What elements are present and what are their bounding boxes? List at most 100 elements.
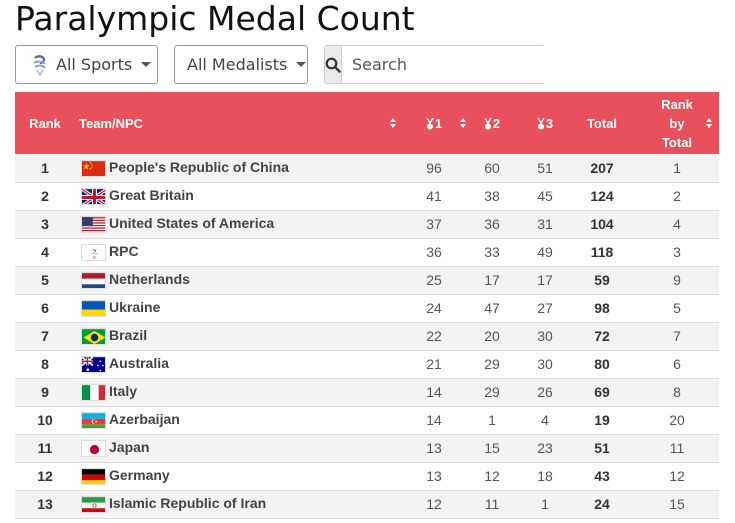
bronze-count-cell: 1 [541,496,549,512]
silver-count-cell: 29 [484,384,500,400]
table-row[interactable]: 9 Italy 14 29 26 69 8 [15,378,719,406]
rank-cell: 1 [41,159,49,176]
rank-by-total-cell: 20 [669,412,685,428]
silver-count-cell: 60 [484,159,500,176]
search-button[interactable] [325,46,342,83]
gold-count-cell: 36 [426,244,442,260]
team-cell[interactable]: Azerbaijan [75,406,405,434]
team-cell[interactable]: Australia [75,350,405,378]
flag-uk-icon [81,187,106,205]
team-cell[interactable]: People's Republic of China [75,154,405,182]
bronze-header-label: 3 [545,115,554,131]
chevron-down-icon [296,62,307,67]
column-header-bronze[interactable]: 3 [521,92,569,154]
rank-by-total-cell: 3 [673,244,681,260]
team-name[interactable]: Islamic Republic of Iran [109,495,267,512]
team-cell[interactable]: Japan [75,434,405,462]
column-header-team[interactable]: Team/NPC [75,92,405,154]
rank-cell: 13 [37,496,53,512]
rank-by-total-header-line3: Total [661,134,693,150]
total-count-cell: 43 [594,468,610,484]
search-box [324,45,552,84]
team-name[interactable]: Ukraine [109,299,161,316]
team-cell[interactable]: Ukraine [75,294,405,322]
gold-count-cell: 14 [426,412,442,428]
sort-icon[interactable] [390,118,397,128]
total-header-label: Total [586,115,618,131]
sort-icon[interactable] [706,118,713,128]
team-name[interactable]: People's Republic of China [109,158,289,175]
total-count-cell: 98 [594,300,610,316]
team-name[interactable]: Japan [109,439,150,456]
medal-icon [537,118,545,130]
team-name[interactable]: Australia [109,355,169,372]
flag-azerbaijan-icon [81,411,106,429]
flag-china-icon [81,159,106,177]
team-cell[interactable]: Italy [75,378,405,406]
team-cell[interactable]: Great Britain [75,182,405,210]
team-name[interactable]: RPC [109,243,139,260]
team-name[interactable]: Italy [109,383,138,400]
gold-count-cell: 13 [426,468,442,484]
sort-icon[interactable] [460,118,467,128]
team-name[interactable]: Germany [109,467,170,484]
team-cell[interactable]: Germany [75,462,405,490]
team-name[interactable]: United States of America [109,215,275,232]
team-cell[interactable]: Netherlands [75,266,405,294]
gold-count-cell: 24 [426,300,442,316]
rank-by-total-cell: 8 [673,384,681,400]
table-row[interactable]: 2 Great Britain 41 38 45 124 2 [15,182,719,210]
bronze-count-cell: 17 [537,272,553,288]
rank-cell: 4 [41,244,49,260]
rank-by-total-cell: 11 [669,440,685,456]
column-header-total[interactable]: Total [569,92,635,154]
gold-count-cell: 25 [426,272,442,288]
rank-by-total-cell: 12 [669,468,685,484]
rank-by-total-cell: 4 [673,216,681,232]
table-row[interactable]: 10 Azerbaijan 14 1 4 19 20 [15,406,719,434]
silver-count-cell: 36 [484,216,500,232]
flag-australia-icon [81,355,106,373]
medalists-filter-dropdown[interactable]: All Medalists [174,45,308,84]
team-name[interactable]: Brazil [109,327,148,344]
search-input[interactable] [342,46,552,83]
table-row[interactable]: 4 RPC 36 33 49 118 3 [15,238,719,266]
column-header-rank-by-total[interactable]: Rank by Total [635,92,719,154]
table-row[interactable]: 6 Ukraine 24 47 27 98 5 [15,294,719,322]
gold-count-cell: 41 [426,188,442,204]
flag-brazil-icon [81,327,106,345]
silver-count-cell: 33 [484,244,500,260]
table-row[interactable]: 1 People's Republic of China 96 60 51 207 1 [15,154,719,182]
total-count-cell: 118 [590,244,614,260]
table-row[interactable]: 5 Netherlands 25 17 17 59 9 [15,266,719,294]
flag-iran-icon [81,495,106,513]
team-name[interactable]: Netherlands [109,271,190,288]
column-header-gold[interactable]: 1 [405,92,466,154]
table-row[interactable]: 3 United States of America 37 36 31 104 4 [15,210,719,238]
table-row[interactable]: 13 Islamic Republic of Iran 12 11 1 24 15 [15,490,719,518]
table-row[interactable]: 11 Japan 13 15 23 51 11 [15,434,719,462]
sports-filter-dropdown[interactable]: All Sports [15,45,158,84]
rank-cell: 11 [37,440,53,456]
team-cell[interactable]: Brazil [75,322,405,350]
medalists-filter-label: All Medalists [187,55,288,74]
table-row[interactable]: 12 Germany 13 12 18 43 12 [15,462,719,490]
column-header-silver[interactable]: 2 [463,92,521,154]
bronze-count-cell: 49 [537,244,553,260]
team-cell[interactable]: RPC [75,238,405,266]
team-name[interactable]: Great Britain [109,187,194,204]
column-header-rank: Rank [15,92,75,154]
bronze-count-cell: 23 [537,440,553,456]
bronze-count-cell: 30 [537,328,553,344]
flag-italy-icon [81,383,106,401]
silver-count-cell: 15 [484,440,500,456]
gold-count-cell: 22 [426,328,442,344]
table-row[interactable]: 8 Australia 21 29 30 80 6 [15,350,719,378]
team-name[interactable]: Azerbaijan [109,411,180,428]
rank-by-total-cell: 5 [673,300,681,316]
total-count-cell: 124 [590,188,614,204]
team-cell[interactable]: United States of America [75,210,405,238]
team-cell[interactable]: Islamic Republic of Iran [75,490,405,518]
table-row[interactable]: 7 Brazil 22 20 30 72 7 [15,322,719,350]
rank-cell: 12 [37,468,53,484]
